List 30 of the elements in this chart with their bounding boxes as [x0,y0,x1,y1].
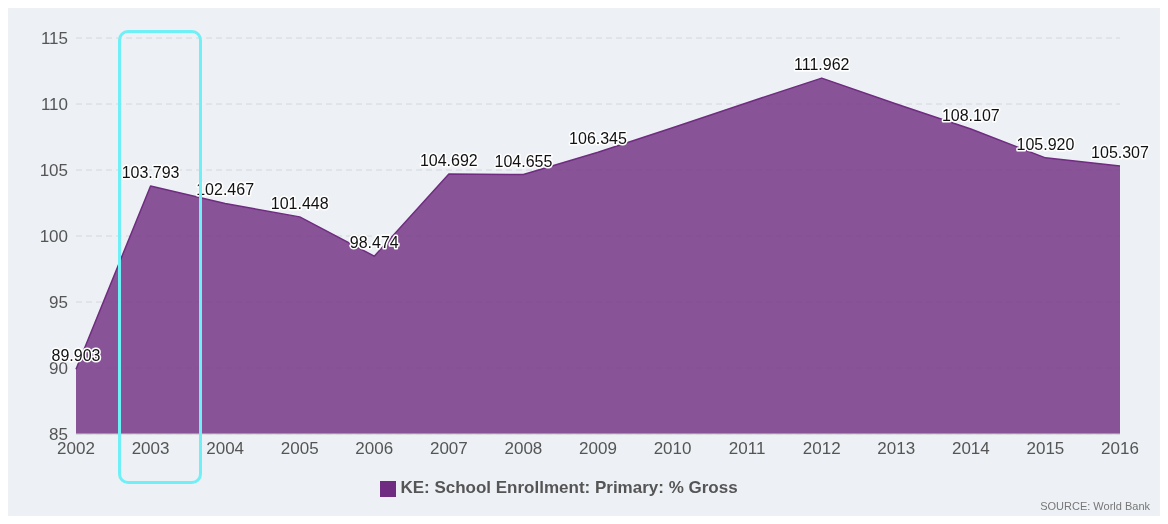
x-tick-label: 2007 [429,439,468,459]
x-tick-label: 2014 [951,439,990,459]
x-tick-label: 2013 [877,439,916,459]
y-tick-label: 95 [49,293,68,313]
x-tick-label: 2015 [1026,439,1065,459]
x-tick-label: 2010 [653,439,692,459]
data-label: 104.655 [494,152,553,170]
y-tick-label: 100 [39,227,68,247]
x-tick-label: 2008 [504,439,543,459]
x-tick-label: 2006 [355,439,394,459]
x-tick-label: 2005 [280,439,319,459]
x-tick-label: 2003 [131,439,170,459]
data-label: 101.448 [270,194,329,212]
x-tick-label: 2004 [206,439,245,459]
data-label: 103.793 [121,163,180,181]
y-tick-label: 115 [40,29,68,49]
y-tick-label: 110 [40,95,68,115]
x-tick-label: 2012 [802,439,841,459]
x-tick-label: 2016 [1101,439,1139,459]
y-tick-label: 105 [39,161,68,181]
data-label: 104.692 [419,152,478,170]
data-label: 108.107 [941,106,1000,124]
x-tick-label: 2011 [728,439,766,459]
source-note: SOURCE: World Bank [1040,500,1150,512]
data-label: 111.962 [793,56,850,74]
data-label: 105.307 [1091,143,1150,161]
legend-label: KE: School Enrollment: Primary: % Gross [400,478,738,497]
data-label: 106.345 [569,130,628,148]
x-tick-label: 2009 [579,439,617,459]
data-label: 105.920 [1016,135,1075,153]
